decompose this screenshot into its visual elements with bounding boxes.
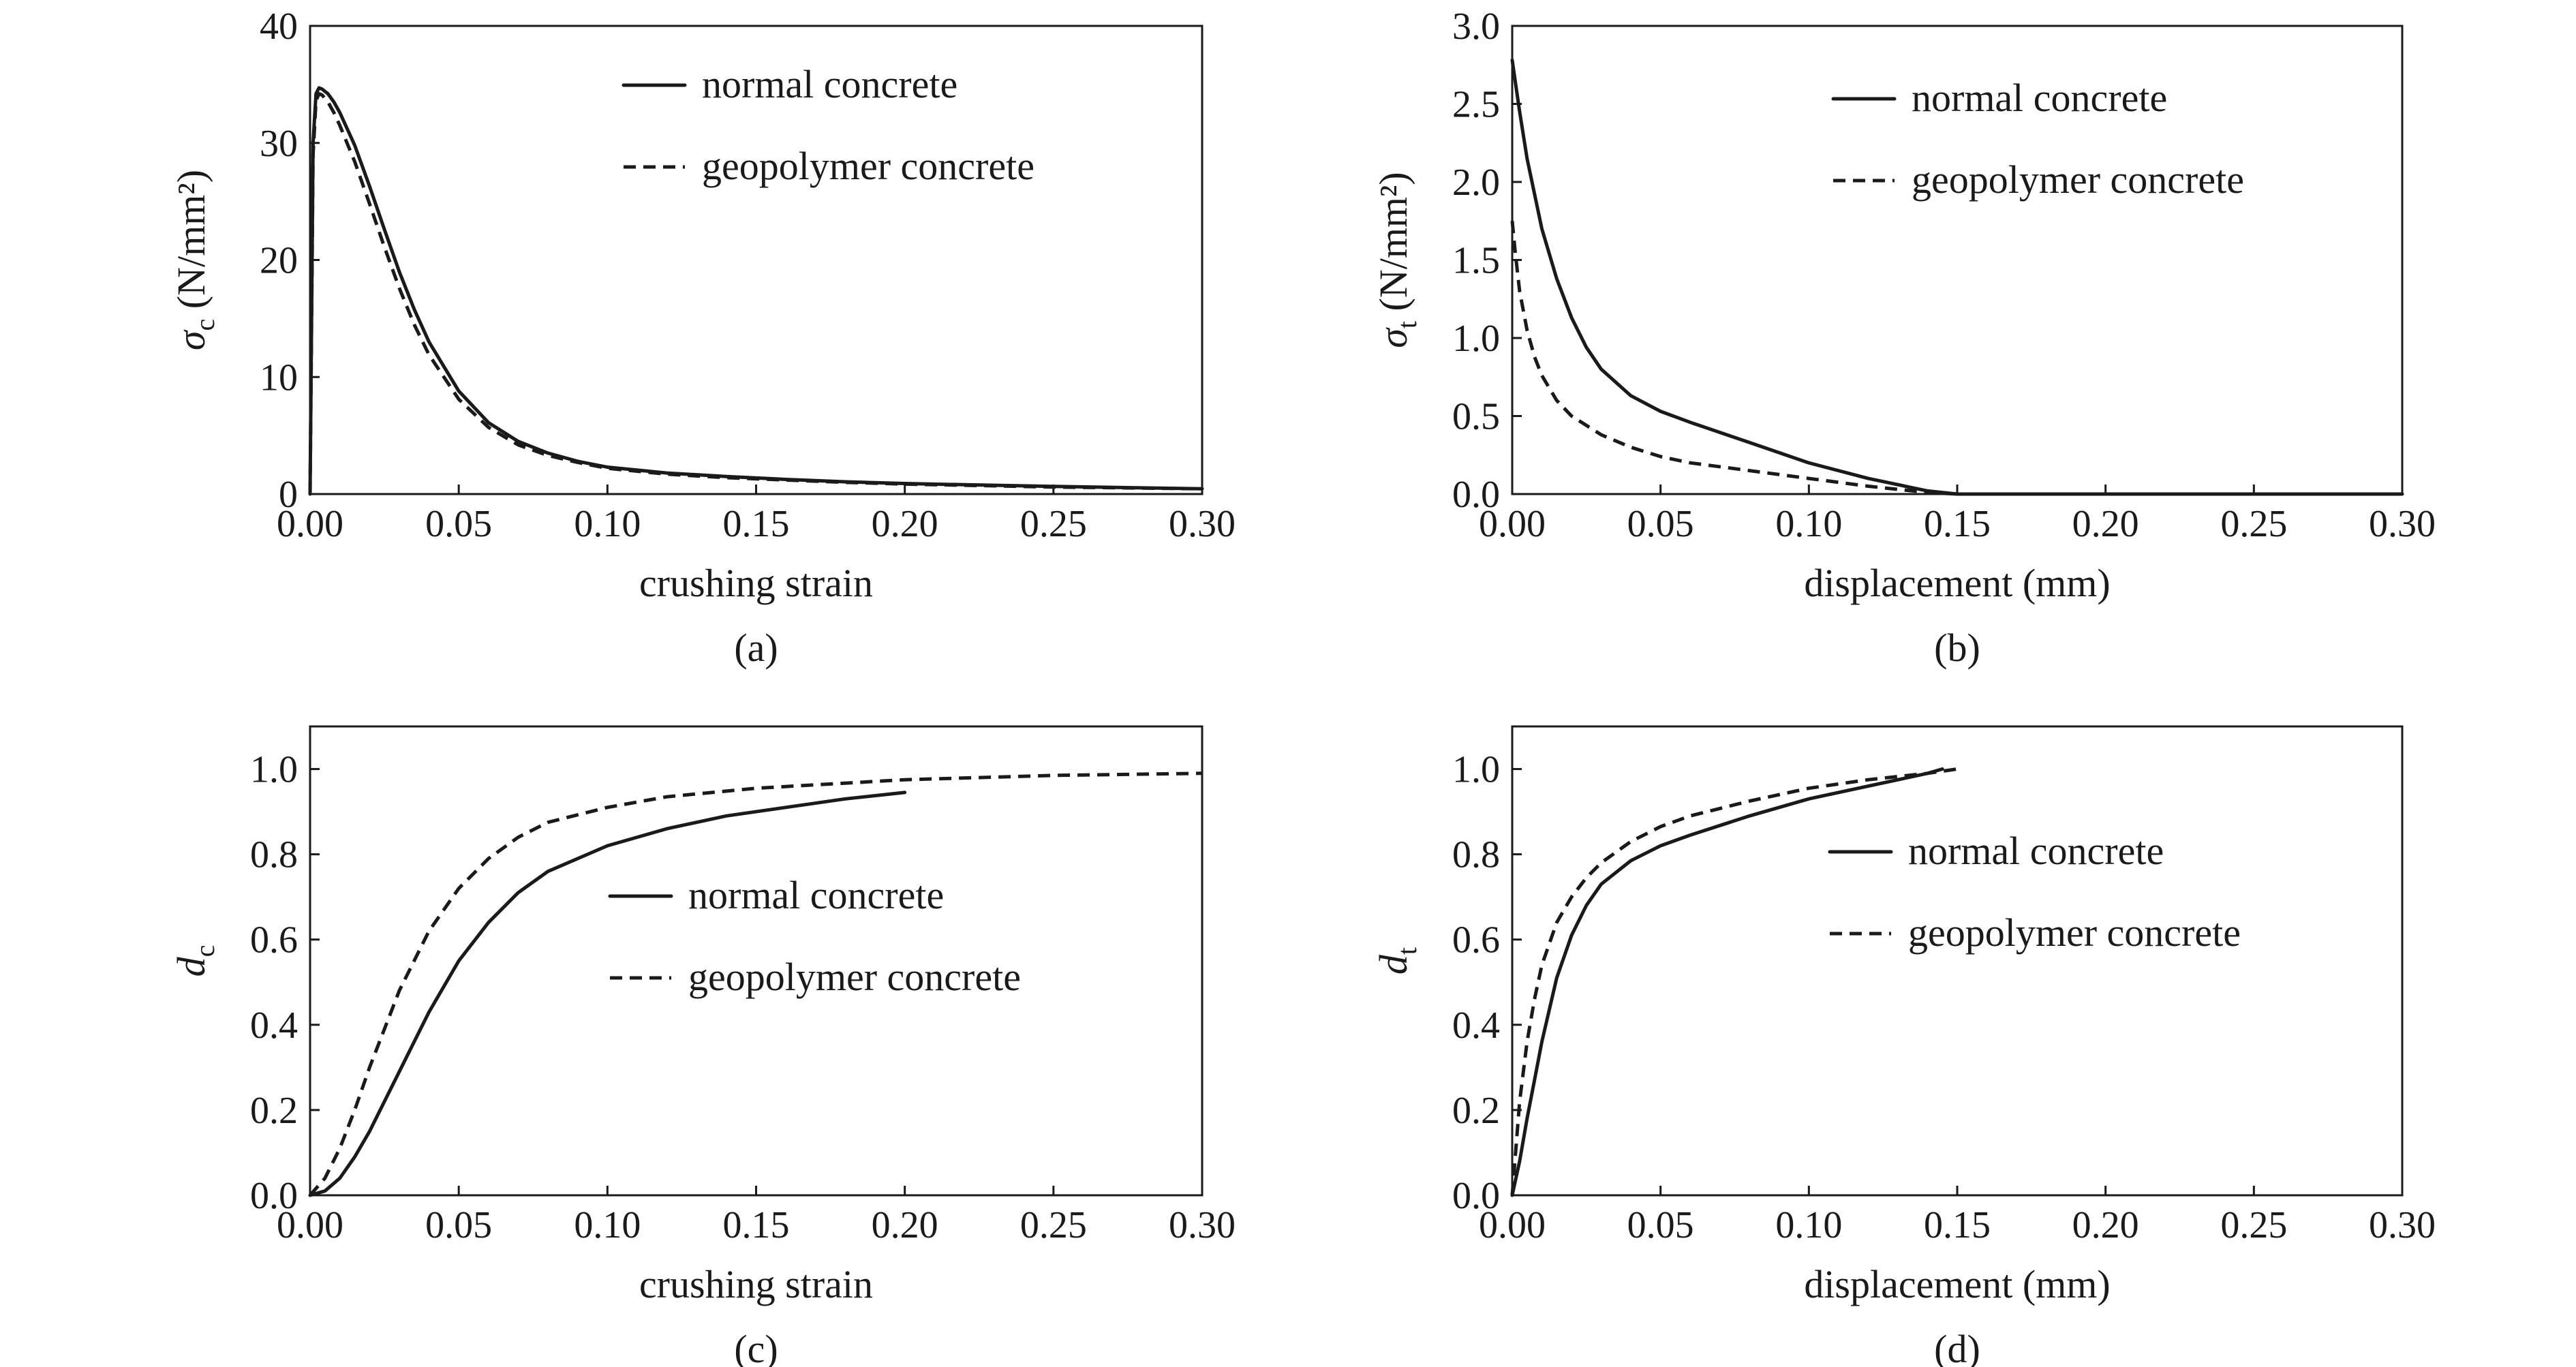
y-axis-subscript: t (1392, 947, 1422, 955)
x-tick-label: 0.30 (1169, 1204, 1236, 1246)
x-tick-label: 0.15 (1924, 503, 1991, 545)
panel-label: (a) (734, 626, 778, 670)
x-tick-label: 0.20 (872, 1204, 938, 1246)
x-tick-label: 0.15 (723, 503, 790, 545)
x-axis-label: displacement (mm) (1804, 561, 2110, 605)
y-tick-label: 2.0 (1452, 162, 1500, 204)
y-axis-label: σt (N/mm²) (1371, 172, 1422, 348)
y-tick-label: 0.2 (250, 1090, 298, 1132)
y-axis-label: dc (169, 945, 220, 977)
y-axis-subscript: t (1392, 321, 1422, 328)
x-tick-label: 0.10 (574, 503, 641, 545)
x-tick-label: 0.00 (277, 503, 343, 545)
chart-panel-c: 0.00 0.05 0.10 0.15 0.20 0.25 0.30 0.0 0.2 0.4 0.6… (169, 725, 1236, 1367)
x-tick-label: 0.20 (2072, 1204, 2139, 1246)
y-tick-label: 30 (260, 123, 298, 165)
y-tick-label: 20 (260, 240, 298, 282)
y-tick-label: 0.0 (250, 1175, 298, 1217)
x-tick-label: 0.00 (277, 1204, 343, 1246)
plot-frame (1511, 725, 2404, 1197)
y-tick-label: 0.4 (1452, 1004, 1500, 1047)
x-tick-label: 0.10 (574, 1204, 641, 1246)
y-tick-label: 2.5 (1452, 84, 1500, 126)
y-tick-label: 1.0 (250, 749, 298, 791)
series-line-normal-concrete (1510, 58, 2404, 496)
x-axis-label: displacement (mm) (1804, 1262, 2110, 1306)
panel-label: (c) (734, 1327, 778, 1367)
x-tick-label: 0.30 (2369, 503, 2436, 545)
y-tick-label: 1.0 (1452, 749, 1500, 791)
x-tick-label: 0.15 (723, 1204, 790, 1246)
panel-label: (d) (1934, 1327, 1980, 1367)
y-axis-subscript: c (189, 319, 220, 331)
y-axis-unit: (N/mm²) (1371, 172, 1415, 321)
x-tick-label: 0.00 (1479, 1204, 1546, 1246)
y-tick-label: 0.8 (1452, 834, 1500, 876)
series-line-geopolymer-concrete (1510, 767, 1958, 1196)
legend-label: geopolymer concrete (1908, 910, 2241, 955)
legend: normal concrete geopolymer concrete (622, 62, 1034, 188)
chart-panel-b: 0.00 0.05 0.10 0.15 0.20 0.25 0.30 0.0 0.5 1.0 1.5… (1371, 5, 2436, 670)
y-tick-label: 0 (279, 474, 298, 516)
x-tick-label: 0.00 (1479, 503, 1546, 545)
y-axis-symbol: σ (1371, 327, 1415, 348)
legend-label: normal concrete (1908, 829, 2164, 873)
x-tick-label: 0.30 (1169, 503, 1236, 545)
legend-label: geopolymer concrete (1912, 157, 2244, 202)
x-tick-label: 0.10 (1775, 1204, 1842, 1246)
chart-panel-a: 0.00 0.05 0.10 0.15 0.20 0.25 0.30 0 10 20 30 40 cru… (169, 5, 1236, 670)
x-tick-label: 0.25 (1020, 503, 1087, 545)
y-axis-symbol: d (169, 956, 213, 977)
legend-label: geopolymer concrete (702, 144, 1034, 188)
series-line-normal-concrete (308, 790, 907, 1197)
x-tick-label: 0.30 (2369, 1204, 2436, 1246)
y-axis-label: σc (N/mm²) (169, 170, 220, 350)
y-tick-label: 1.5 (1452, 240, 1500, 282)
y-tick-label: 10 (260, 356, 298, 399)
y-tick-label: 0.5 (1452, 396, 1500, 438)
y-tick-label: 40 (260, 5, 298, 48)
x-tick-label: 0.25 (1020, 1204, 1087, 1246)
legend: normal concrete geopolymer concrete (1828, 829, 2241, 955)
x-tick-label: 0.05 (1627, 503, 1694, 545)
x-tick-label: 0.25 (2220, 1204, 2287, 1246)
y-tick-label: 3.0 (1452, 5, 1500, 48)
chart-panel-d: 0.00 0.05 0.10 0.15 0.20 0.25 0.30 0.0 0.2 0.4 0.6… (1371, 725, 2436, 1367)
y-tick-label: 0.6 (250, 919, 298, 962)
x-axis-label: crushing strain (639, 1262, 873, 1306)
x-tick-label: 0.05 (1627, 1204, 1694, 1246)
series-line-geopolymer-concrete (309, 771, 1203, 1197)
y-tick-label: 0.6 (1452, 919, 1500, 962)
y-axis-subscript: c (189, 945, 220, 957)
y-axis-symbol: d (1371, 954, 1415, 974)
legend-label: geopolymer concrete (688, 955, 1021, 999)
legend-label: normal concrete (1912, 76, 2167, 120)
legend-label: normal concrete (702, 62, 957, 106)
x-tick-label: 0.10 (1775, 503, 1842, 545)
series-line-geopolymer-concrete (1510, 221, 1958, 496)
x-tick-label: 0.05 (425, 1204, 492, 1246)
y-axis-unit: (N/mm²) (169, 170, 213, 319)
x-tick-label: 0.25 (2220, 503, 2287, 545)
series-line-normal-concrete (1510, 767, 1944, 1197)
y-tick-label: 0.0 (1452, 1175, 1500, 1217)
y-axis-symbol: σ (169, 329, 213, 350)
x-tick-label: 0.20 (872, 503, 938, 545)
y-tick-label: 0.8 (250, 834, 298, 876)
x-axis-label: crushing strain (639, 561, 873, 605)
y-tick-label: 1.0 (1452, 318, 1500, 360)
y-tick-label: 0.4 (250, 1004, 298, 1047)
series-line-geopolymer-concrete (308, 92, 1203, 495)
x-tick-label: 0.15 (1924, 1204, 1991, 1246)
x-tick-label: 0.05 (425, 503, 492, 545)
y-tick-label: 0.0 (1452, 474, 1500, 516)
legend-label: normal concrete (688, 873, 944, 917)
panel-label: (b) (1934, 626, 1980, 670)
x-tick-label: 0.20 (2072, 503, 2139, 545)
y-tick-label: 0.2 (1452, 1090, 1500, 1132)
y-axis-label: dt (1371, 947, 1422, 974)
legend: normal concrete geopolymer concrete (1831, 76, 2244, 202)
legend: normal concrete geopolymer concrete (608, 873, 1021, 999)
